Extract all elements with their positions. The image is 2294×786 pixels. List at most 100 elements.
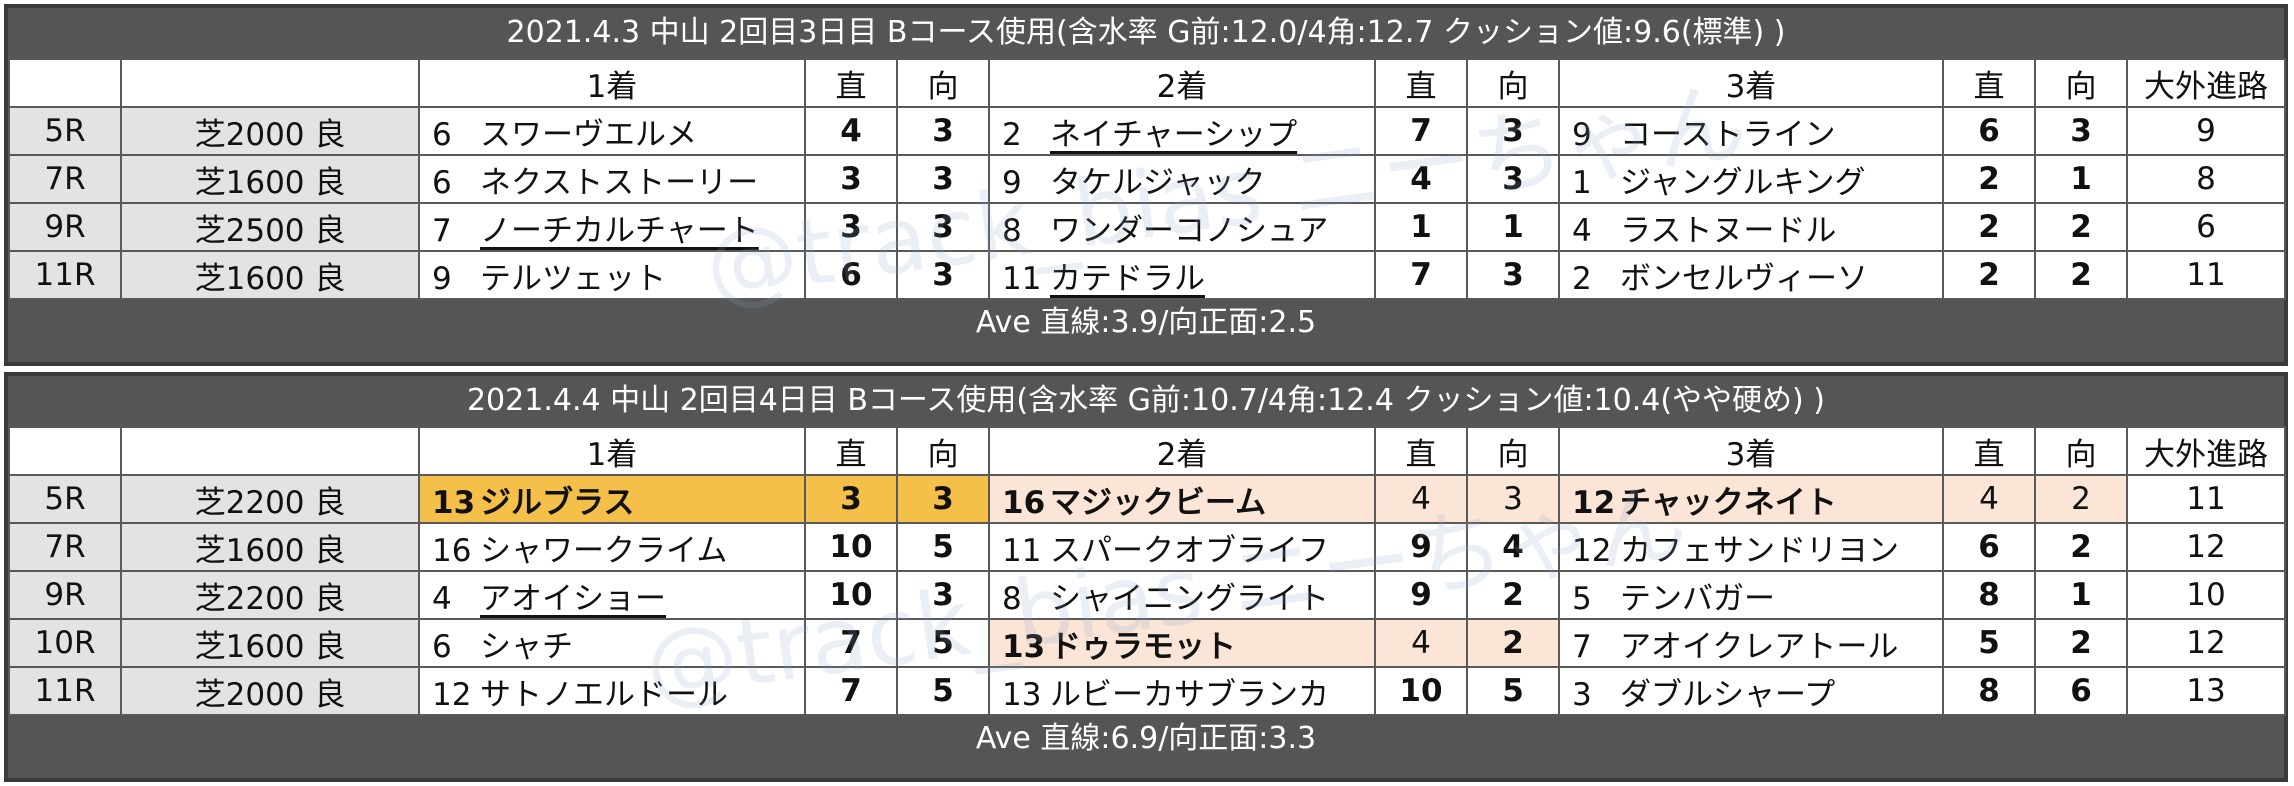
straight-pos: 2 <box>1942 154 2036 204</box>
backstretch-pos: 3 <box>2034 106 2128 156</box>
straight-pos: 3 <box>804 474 898 524</box>
course: 芝2200 良 <box>120 570 420 620</box>
straight-pos: 8 <box>1942 666 2036 716</box>
table-row: 9R 芝2500 良 7 ノーチカルチャート 3 3 8 ワンダーコノシュア 1 1… <box>8 202 2286 252</box>
horse-name: アオイショー <box>480 580 666 617</box>
first-place-horse: 7 ノーチカルチャート <box>418 202 806 252</box>
wide-path: 9 <box>2126 106 2286 156</box>
backstretch-pos: 3 <box>896 106 990 156</box>
horse-name: ルビーカサブランカ <box>1050 676 1329 713</box>
horse-name: シャチ <box>480 628 573 665</box>
wide-path: 12 <box>2126 618 2286 668</box>
backstretch-pos: 5 <box>1466 666 1560 716</box>
backstretch-pos: 5 <box>896 618 990 668</box>
straight-pos: 4 <box>804 106 898 156</box>
header-row: 1着 直 向 2着 直 向 3着 直 向 大外進路 <box>8 58 2286 108</box>
header-backstretch-3: 向 <box>2034 426 2128 476</box>
table-row: 7R 芝1600 良 6 ネクストストーリー 3 3 9 タケルジャック 4 3 1… <box>8 154 2286 204</box>
race-day-table-0404: 2021.4.4 中山 2回目4日目 Bコース使用(含水率 G前:10.7/4角… <box>4 372 2288 782</box>
backstretch-pos: 2 <box>2034 202 2128 252</box>
straight-pos: 2 <box>1942 202 2036 252</box>
course: 芝2200 良 <box>120 474 420 524</box>
horse-name: ネクストストーリー <box>480 164 759 201</box>
backstretch-pos: 3 <box>896 202 990 252</box>
horse-number: 4 <box>1572 212 1592 249</box>
header-wide-path: 大外進路 <box>2126 426 2286 476</box>
course: 芝2000 良 <box>120 666 420 716</box>
second-place-horse: 2 ネイチャーシップ <box>988 106 1376 156</box>
header-race <box>8 426 122 476</box>
course: 芝1600 良 <box>120 618 420 668</box>
race-number: 7R <box>8 522 122 572</box>
backstretch-pos: 3 <box>1466 474 1560 524</box>
second-place-horse: 13 ドゥラモット <box>988 618 1376 668</box>
straight-pos: 10 <box>804 570 898 620</box>
horse-name: ダブルシャープ <box>1620 676 1836 713</box>
horse-number: 11 <box>1002 532 1042 569</box>
second-place-horse: 11 カテドラル <box>988 250 1376 300</box>
header-first: 1着 <box>418 58 806 108</box>
straight-pos: 5 <box>1942 618 2036 668</box>
horse-number: 9 <box>432 260 452 297</box>
straight-pos: 3 <box>804 154 898 204</box>
horse-name: ネイチャーシップ <box>1050 116 1298 153</box>
straight-pos: 10 <box>1374 666 1468 716</box>
horse-number: 13 <box>1002 628 1046 665</box>
header-straight-1: 直 <box>804 58 898 108</box>
horse-number: 16 <box>432 532 472 569</box>
third-place-horse: 5 テンバガー <box>1558 570 1944 620</box>
second-place-horse: 9 タケルジャック <box>988 154 1376 204</box>
average-summary: Ave 直線:6.9/向正面:3.3 <box>8 716 2284 762</box>
header-backstretch-3: 向 <box>2034 58 2128 108</box>
backstretch-pos: 5 <box>896 522 990 572</box>
horse-name: スパークオブライフ <box>1050 532 1329 569</box>
horse-name: サトノエルドール <box>480 676 728 713</box>
straight-pos: 2 <box>1942 250 2036 300</box>
course: 芝1600 良 <box>120 522 420 572</box>
horse-number: 13 <box>432 484 476 521</box>
horse-number: 9 <box>1572 116 1592 153</box>
horse-number: 12 <box>1572 532 1612 569</box>
horse-number: 12 <box>432 676 472 713</box>
backstretch-pos: 2 <box>1466 570 1560 620</box>
table-row: 7R 芝1600 良 16 シャワークライム 10 5 11 スパークオブライフ 9… <box>8 522 2286 572</box>
horse-name: テルツェット <box>480 260 666 297</box>
backstretch-pos: 6 <box>2034 666 2128 716</box>
third-place-horse: 12 カフェサンドリヨン <box>1558 522 1944 572</box>
header-second: 2着 <box>988 58 1376 108</box>
header-row: 1着 直 向 2着 直 向 3着 直 向 大外進路 <box>8 426 2286 476</box>
horse-number: 11 <box>1002 260 1042 297</box>
straight-pos: 6 <box>804 250 898 300</box>
horse-number: 7 <box>1572 628 1592 665</box>
header-course <box>120 426 420 476</box>
horse-name: ドゥラモット <box>1050 628 1236 665</box>
header-wide-path: 大外進路 <box>2126 58 2286 108</box>
backstretch-pos: 3 <box>1466 106 1560 156</box>
third-place-horse: 1 ジャングルキング <box>1558 154 1944 204</box>
horse-name: シャイニングライト <box>1050 580 1329 617</box>
straight-pos: 4 <box>1942 474 2036 524</box>
horse-number: 13 <box>1002 676 1042 713</box>
average-summary: Ave 直線:3.9/向正面:2.5 <box>8 300 2284 346</box>
table-row: 11R 芝1600 良 9 テルツェット 6 3 11 カテドラル 7 3 2 ボンセ… <box>8 250 2286 300</box>
third-place-horse: 12 チャックネイト <box>1558 474 1944 524</box>
horse-name: ラストヌードル <box>1620 212 1837 249</box>
horse-name: テンバガー <box>1620 580 1775 617</box>
header-straight-2: 直 <box>1374 426 1468 476</box>
straight-pos: 9 <box>1374 522 1468 572</box>
race-number: 7R <box>8 154 122 204</box>
backstretch-pos: 2 <box>2034 250 2128 300</box>
second-place-horse: 8 シャイニングライト <box>988 570 1376 620</box>
first-place-horse: 4 アオイショー <box>418 570 806 620</box>
second-place-horse: 16 マジックビーム <box>988 474 1376 524</box>
horse-number: 3 <box>1572 676 1592 713</box>
second-place-horse: 11 スパークオブライフ <box>988 522 1376 572</box>
straight-pos: 7 <box>1374 106 1468 156</box>
race-number: 9R <box>8 202 122 252</box>
first-place-horse: 9 テルツェット <box>418 250 806 300</box>
day-title: 2021.4.4 中山 2回目4日目 Bコース使用(含水率 G前:10.7/4角… <box>8 376 2284 426</box>
horse-number: 8 <box>1002 580 1022 617</box>
backstretch-pos: 3 <box>1466 154 1560 204</box>
straight-pos: 1 <box>1374 202 1468 252</box>
